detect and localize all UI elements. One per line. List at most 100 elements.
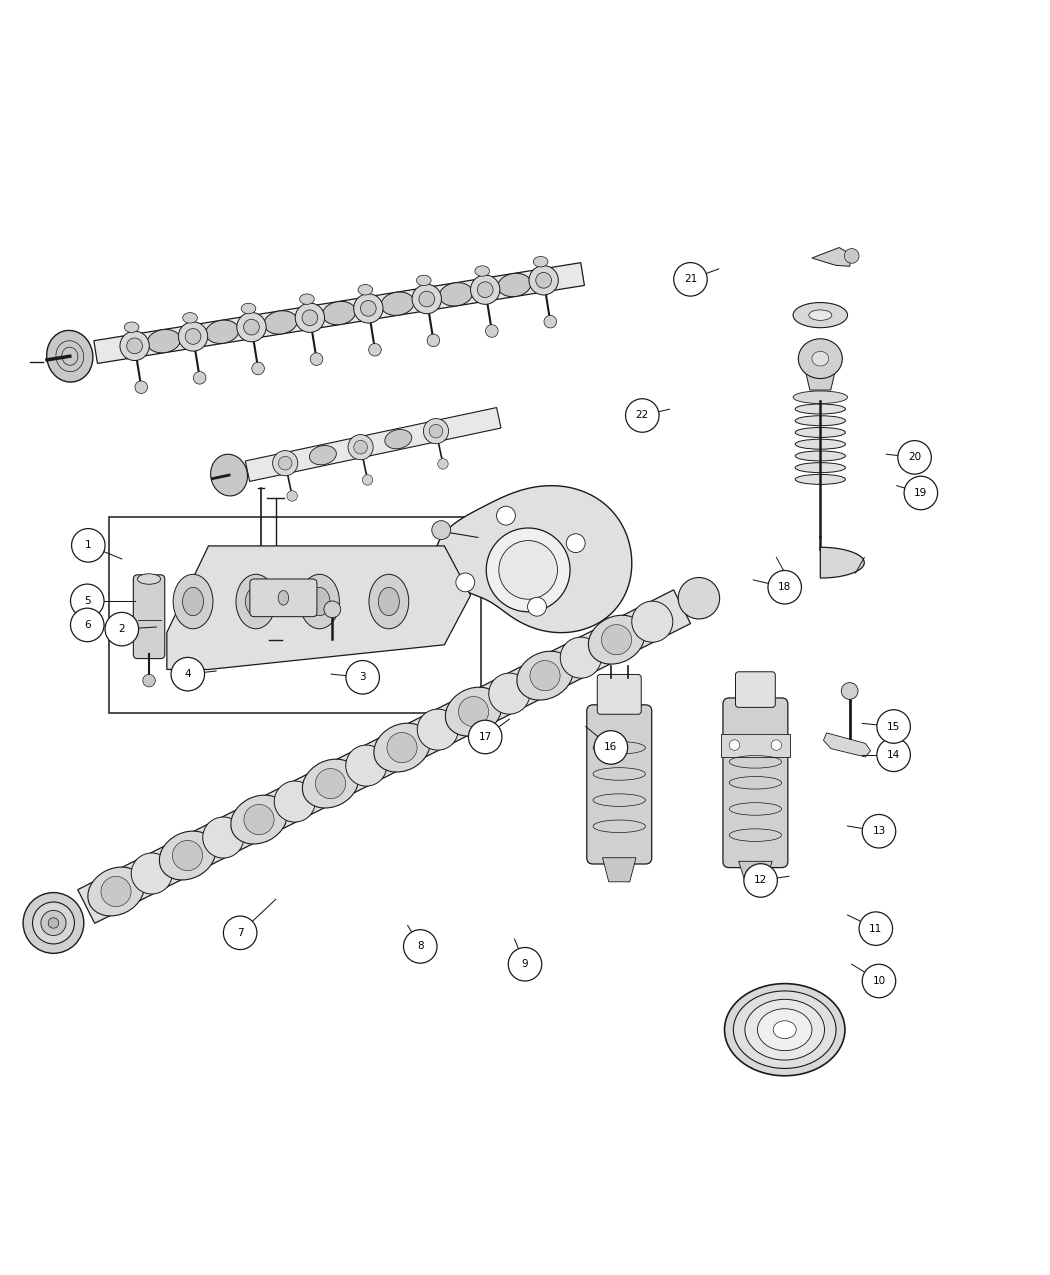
Ellipse shape	[33, 901, 75, 944]
Circle shape	[324, 601, 340, 617]
Ellipse shape	[309, 588, 330, 616]
Circle shape	[898, 441, 931, 474]
Ellipse shape	[183, 312, 197, 323]
Circle shape	[143, 674, 155, 687]
Polygon shape	[738, 862, 772, 887]
Ellipse shape	[278, 590, 289, 606]
Circle shape	[438, 459, 448, 469]
Ellipse shape	[302, 310, 318, 325]
Text: 10: 10	[873, 975, 885, 986]
Ellipse shape	[138, 574, 161, 584]
Circle shape	[729, 740, 739, 750]
Polygon shape	[246, 408, 501, 482]
Ellipse shape	[429, 425, 443, 437]
Ellipse shape	[417, 275, 432, 286]
Circle shape	[362, 474, 373, 486]
Ellipse shape	[322, 301, 356, 325]
Circle shape	[369, 343, 381, 356]
Text: 19: 19	[915, 488, 927, 499]
Ellipse shape	[360, 301, 376, 316]
Ellipse shape	[124, 323, 139, 333]
Circle shape	[859, 912, 892, 945]
Circle shape	[626, 399, 659, 432]
Text: 14: 14	[887, 750, 900, 760]
Circle shape	[193, 371, 206, 384]
Ellipse shape	[101, 876, 131, 907]
Ellipse shape	[795, 451, 845, 460]
Circle shape	[844, 249, 859, 263]
Circle shape	[768, 570, 801, 604]
Ellipse shape	[417, 709, 458, 750]
Ellipse shape	[478, 282, 493, 297]
Ellipse shape	[385, 430, 412, 449]
Circle shape	[403, 929, 437, 963]
Text: 20: 20	[908, 453, 921, 463]
Ellipse shape	[358, 284, 373, 295]
Polygon shape	[436, 486, 632, 632]
Ellipse shape	[795, 463, 845, 473]
Text: 16: 16	[604, 742, 617, 752]
Ellipse shape	[517, 652, 573, 700]
Ellipse shape	[381, 292, 414, 315]
Circle shape	[743, 863, 777, 898]
Circle shape	[456, 572, 475, 592]
Ellipse shape	[147, 329, 181, 353]
Circle shape	[345, 660, 379, 694]
Text: 13: 13	[873, 826, 885, 836]
Ellipse shape	[315, 769, 345, 798]
Bar	[721, 733, 790, 756]
Ellipse shape	[244, 319, 259, 335]
Polygon shape	[603, 858, 636, 882]
Circle shape	[468, 720, 502, 754]
Polygon shape	[93, 263, 585, 363]
Ellipse shape	[246, 588, 267, 616]
Ellipse shape	[798, 339, 842, 379]
Text: 12: 12	[754, 876, 768, 885]
FancyBboxPatch shape	[735, 672, 775, 708]
Ellipse shape	[561, 638, 602, 678]
Ellipse shape	[459, 696, 488, 727]
Ellipse shape	[812, 352, 828, 366]
Circle shape	[432, 520, 450, 539]
Text: 9: 9	[522, 959, 528, 969]
Ellipse shape	[354, 293, 383, 323]
Circle shape	[497, 506, 516, 525]
Ellipse shape	[757, 1009, 812, 1051]
Circle shape	[486, 528, 570, 612]
Ellipse shape	[387, 733, 417, 762]
Text: 17: 17	[479, 732, 491, 742]
Text: 21: 21	[684, 274, 697, 284]
Circle shape	[427, 334, 440, 347]
Ellipse shape	[242, 303, 256, 314]
Ellipse shape	[795, 474, 845, 484]
Ellipse shape	[88, 867, 144, 915]
Circle shape	[877, 738, 910, 771]
Ellipse shape	[183, 588, 204, 616]
Ellipse shape	[795, 416, 845, 426]
Ellipse shape	[498, 273, 531, 297]
Ellipse shape	[172, 840, 203, 871]
Ellipse shape	[273, 450, 298, 476]
Ellipse shape	[203, 817, 244, 858]
Ellipse shape	[808, 310, 832, 320]
Ellipse shape	[41, 910, 66, 936]
Ellipse shape	[475, 265, 489, 277]
Ellipse shape	[236, 574, 276, 629]
Text: 8: 8	[417, 941, 423, 951]
Ellipse shape	[773, 1021, 796, 1039]
Ellipse shape	[302, 759, 359, 808]
Ellipse shape	[264, 311, 297, 334]
Circle shape	[771, 740, 781, 750]
Circle shape	[877, 710, 910, 743]
Ellipse shape	[488, 673, 530, 714]
Bar	[109, 516, 481, 714]
Circle shape	[508, 947, 542, 980]
FancyBboxPatch shape	[587, 705, 652, 864]
Circle shape	[135, 381, 147, 394]
Ellipse shape	[185, 329, 201, 344]
Ellipse shape	[274, 782, 315, 822]
Text: 3: 3	[359, 672, 366, 682]
Circle shape	[224, 915, 257, 950]
Ellipse shape	[120, 332, 149, 361]
Text: 6: 6	[84, 620, 90, 630]
